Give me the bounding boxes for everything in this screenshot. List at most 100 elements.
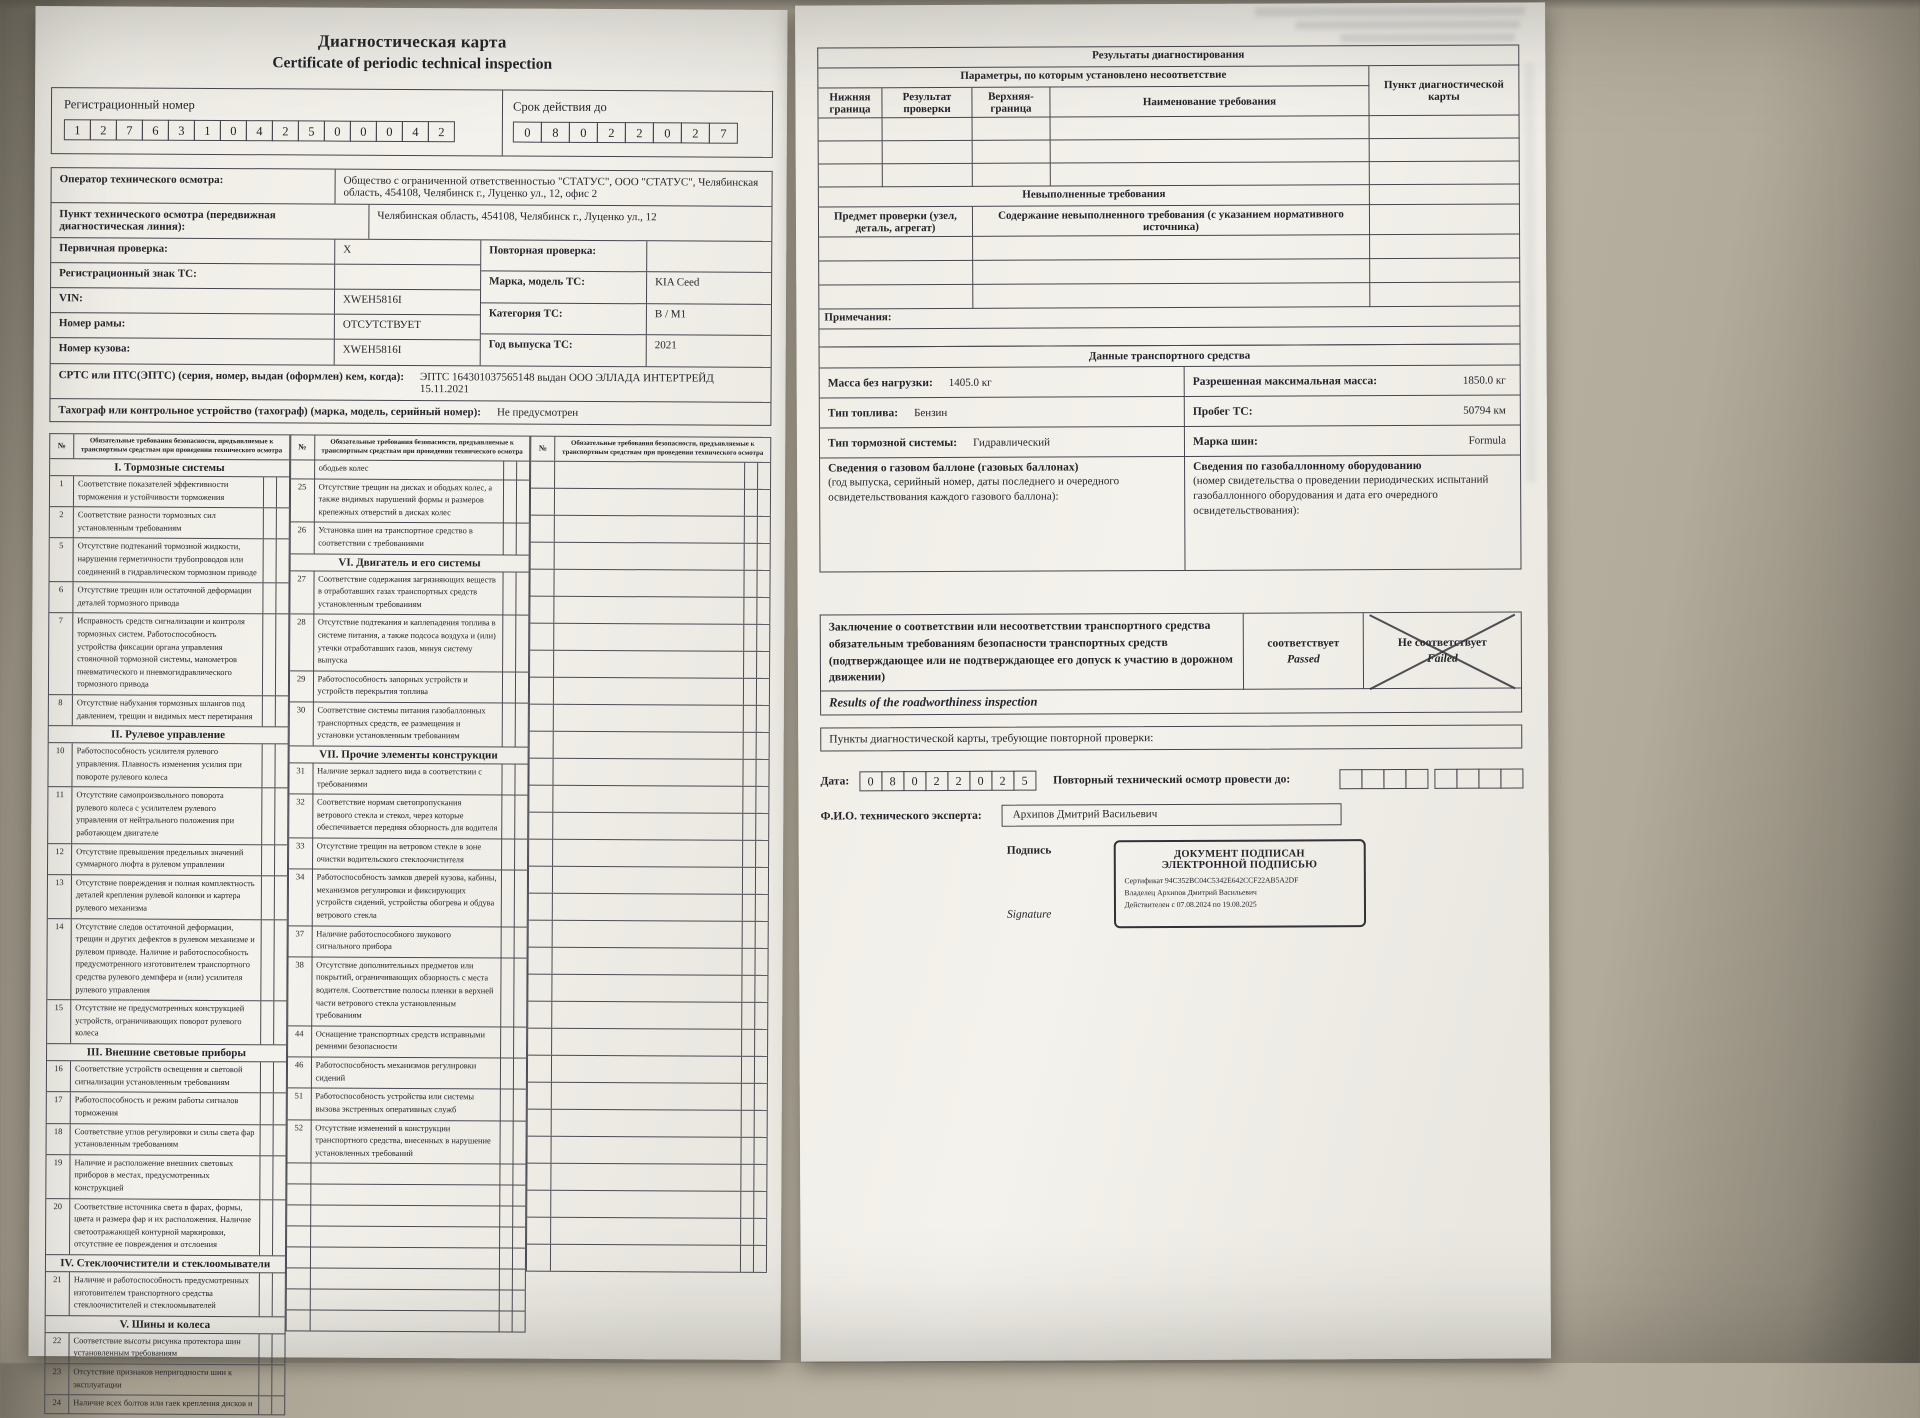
result-cell	[273, 1062, 287, 1093]
item-text	[552, 893, 743, 921]
result-cell	[275, 583, 290, 614]
diagnostic-results-table: Результаты диагностирования Параметры, п…	[817, 44, 1521, 348]
result-cell	[514, 958, 528, 1027]
result-cell	[756, 624, 771, 651]
vehicle-details-right: Повторная проверка: Марка, модель ТС: KIA…	[480, 240, 772, 367]
digit-cell: 0	[349, 120, 377, 142]
item-number	[530, 542, 555, 569]
checklist-section-header: V. Шины и колеса	[45, 1315, 286, 1335]
result-cell	[757, 516, 771, 543]
vehicle-data-table: Данные транспортного средства Масса без …	[818, 343, 1522, 573]
item-number	[286, 1226, 311, 1247]
checklist-empty-row	[529, 704, 770, 733]
digit-cell: 0	[375, 120, 403, 142]
empty-cell	[1500, 768, 1524, 789]
checklist-empty-row	[529, 839, 769, 868]
result-cell	[742, 867, 756, 894]
result-cell	[513, 1227, 527, 1248]
result-cell	[258, 1396, 272, 1415]
item-number	[528, 974, 553, 1001]
item-text: Работоспособность усилителя рулевого упр…	[72, 743, 263, 788]
result-cell	[502, 795, 516, 839]
item-text: Отсутствие дополнительных предметов или …	[311, 957, 502, 1027]
result-cell	[500, 1121, 514, 1164]
row-label: Тип топлива:	[827, 406, 899, 420]
result-cell	[501, 1027, 515, 1058]
result-cell	[755, 948, 769, 975]
digit-cell: 0	[512, 121, 542, 143]
result-cell	[757, 597, 771, 624]
item-text: Отсутствие подтеканий тормозной жидкости…	[73, 538, 264, 583]
result-cell	[740, 1218, 754, 1245]
item-number: 29	[289, 671, 314, 702]
result-cell	[261, 788, 276, 844]
digit-cell: 7	[115, 119, 143, 141]
checklist-section-header: VII. Прочие элементы конструкции	[289, 746, 529, 765]
checklist-empty-row	[529, 731, 770, 760]
result-cell	[513, 1089, 528, 1121]
item-number: 14	[47, 918, 72, 1000]
row-label: Год выпуска ТС:	[480, 334, 647, 367]
result-cell	[502, 764, 516, 795]
result-cell	[755, 813, 770, 840]
checklist-empty-row	[527, 1244, 767, 1273]
item-number	[529, 731, 554, 758]
result-cell	[274, 844, 288, 876]
checklist-item: 32 Соответствие нормам светопропускания в…	[288, 794, 529, 840]
empty-cell	[1050, 162, 1370, 187]
item-text	[553, 866, 743, 894]
checklist-empty-row	[286, 1184, 527, 1207]
item-text: Соответствие углов регулировки и силы св…	[70, 1123, 261, 1155]
stamp-validity: Действителен с 07.08.2024 по 19.08.2025	[1124, 899, 1257, 910]
item-text: Работоспособность запорных устройств и у…	[313, 671, 504, 703]
vehicle-info-table: Оператор технического осмотра: Общество …	[49, 167, 773, 426]
checklist-empty-row	[286, 1268, 527, 1291]
checklist-item: 1 Соответствие показателей эффективности …	[49, 476, 290, 509]
result-cell	[754, 1029, 768, 1056]
checklist-item: 51 Работоспособность устройства или систе…	[287, 1088, 528, 1122]
table-row: Повторная проверка:	[481, 240, 772, 274]
empty-cell	[1478, 768, 1502, 789]
row-value: 1405.0 кг	[948, 376, 992, 389]
row-value: 2021	[654, 339, 677, 352]
checklist-empty-row	[530, 623, 771, 652]
item-number	[530, 650, 555, 677]
item-text: Соответствие нормам светопропускания вет…	[312, 794, 503, 839]
result-cell	[754, 1083, 768, 1110]
item-number	[286, 1163, 312, 1184]
empty-cell	[818, 118, 883, 142]
col-header-requirement: Наименование требования	[1050, 86, 1370, 118]
passed-label-ru: соответствует	[1267, 636, 1340, 650]
checklist-item: 8 Отсутствие набухания тормозных шлангов …	[48, 695, 289, 728]
item-text	[552, 920, 743, 948]
checklist-empty-row	[527, 1109, 768, 1138]
result-cell	[274, 788, 289, 844]
inspection-point-row: Пункт технического осмотра (передвижная …	[51, 203, 772, 242]
signature-labels: Подпись Signature	[1007, 841, 1052, 925]
item-text: Отсутствие не предусмотренных конструкци…	[71, 1000, 261, 1045]
row-label: Номер рамы:	[50, 313, 335, 339]
digit-cell: 2	[947, 771, 971, 792]
checklist-empty-row	[529, 812, 770, 841]
result-cell	[272, 1156, 287, 1199]
checklist-item: 37 Наличие работоспособного звукового сиг…	[288, 925, 528, 959]
checklist-empty-row	[529, 866, 769, 895]
sign-label-en: Signature	[1006, 908, 1052, 921]
checklist-item: 30 Соответствие системы питания газобалло…	[289, 702, 530, 748]
empty-cell	[973, 259, 1371, 285]
row-label: Марка, модель ТС:	[480, 271, 648, 303]
row-label: Номер кузова:	[50, 338, 335, 365]
result-cell	[260, 1093, 274, 1124]
checklist-item: 14 Отсутствие следов остаточной деформаци…	[47, 918, 288, 1002]
item-text	[551, 1163, 742, 1191]
item-number: 5	[49, 538, 74, 582]
result-cell	[742, 840, 756, 867]
digit-cell: 0	[323, 120, 351, 142]
srts-label: СРТС или ПТС(ЭПТС) (серия, номер, выдан …	[58, 369, 405, 383]
result-cell	[260, 1124, 274, 1156]
item-text: Наличие зеркал заднего вида в соответств…	[313, 763, 503, 795]
digit-cell: 2	[991, 770, 1015, 791]
checklist-empty-row	[529, 758, 770, 787]
